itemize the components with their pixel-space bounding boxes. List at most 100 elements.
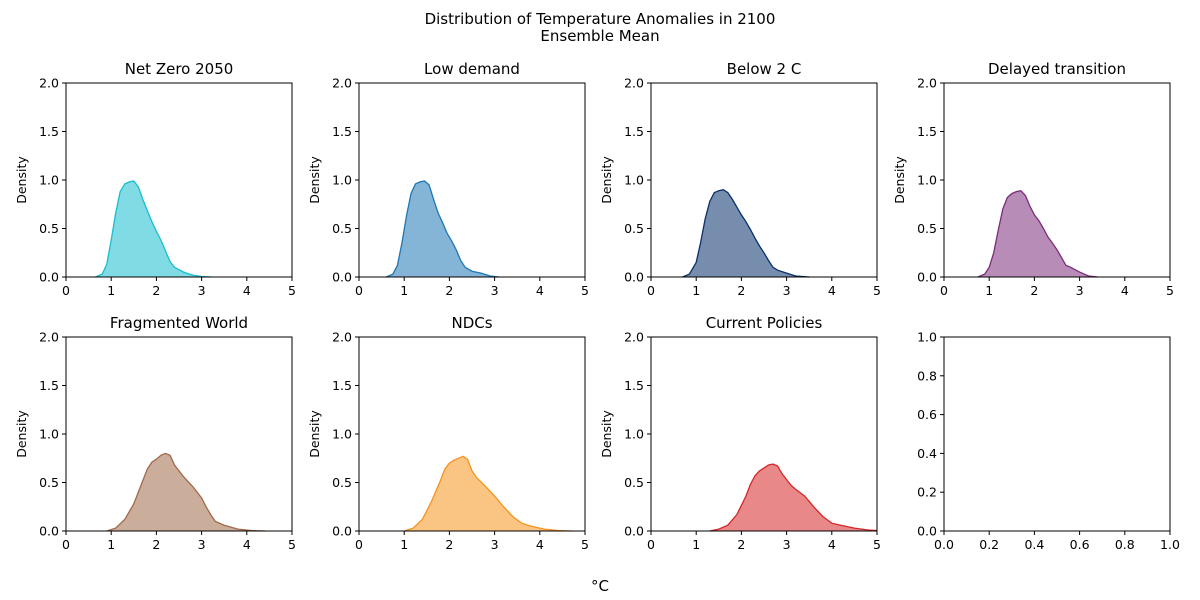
x-tick-label: 0 bbox=[647, 537, 655, 552]
density-area-1 bbox=[95, 181, 211, 277]
x-tick-label: 2 bbox=[737, 537, 745, 552]
y-tick-label: 2.0 bbox=[39, 330, 59, 345]
x-tick-label: 1 bbox=[400, 283, 408, 298]
y-tick-label: 1.0 bbox=[624, 427, 644, 442]
axes-title: Net Zero 2050 bbox=[125, 60, 234, 78]
x-tick-label: 0 bbox=[355, 283, 363, 298]
y-tick-label: 0.5 bbox=[39, 475, 59, 490]
density-area-3 bbox=[682, 189, 810, 277]
x-tick-label: 3 bbox=[1076, 283, 1084, 298]
axes-title: Current Policies bbox=[706, 314, 823, 332]
x-tick-label: 5 bbox=[288, 537, 296, 552]
x-tick-label: 1 bbox=[985, 283, 993, 298]
x-tick-label: 5 bbox=[1166, 283, 1174, 298]
x-tick-label: 2 bbox=[152, 537, 160, 552]
figure-xlabel: °C bbox=[591, 577, 609, 595]
y-tick-label: 1.0 bbox=[332, 173, 352, 188]
x-tick-label: 0 bbox=[62, 283, 70, 298]
y-tick-label: 1.5 bbox=[332, 124, 352, 139]
x-tick-label: 4 bbox=[243, 283, 251, 298]
y-tick-label: 0.0 bbox=[39, 270, 59, 285]
y-tick-label: 1.5 bbox=[39, 378, 59, 393]
y-tick-label: 2.0 bbox=[624, 330, 644, 345]
x-tick-label: 2 bbox=[445, 537, 453, 552]
x-tick-label: 1 bbox=[692, 283, 700, 298]
density-line-5 bbox=[106, 452, 265, 532]
y-tick-label: 1.0 bbox=[332, 427, 352, 442]
x-tick-label: 2 bbox=[1030, 283, 1038, 298]
x-tick-label: 5 bbox=[581, 283, 589, 298]
density-area-7 bbox=[709, 464, 877, 531]
y-tick-label: 2.0 bbox=[917, 76, 937, 91]
x-tick-label: 0.0 bbox=[934, 537, 954, 552]
x-tick-label: 2 bbox=[737, 283, 745, 298]
y-tick-label: 0.5 bbox=[624, 475, 644, 490]
density-line-4 bbox=[977, 189, 1098, 278]
x-tick-label: 3 bbox=[783, 283, 791, 298]
x-tick-label: 0.2 bbox=[979, 537, 999, 552]
y-tick-label: 1.0 bbox=[917, 173, 937, 188]
y-tick-label: 1.5 bbox=[39, 124, 59, 139]
y-tick-label: 2.0 bbox=[332, 76, 352, 91]
axes-frame-8 bbox=[943, 336, 1171, 532]
y-tick-label: 0.0 bbox=[917, 524, 937, 539]
y-tick-label: 0.0 bbox=[39, 524, 59, 539]
y-axis-label: Density bbox=[599, 156, 614, 204]
y-tick-label: 0.0 bbox=[917, 270, 937, 285]
figure-suptitle-line2: Ensemble Mean bbox=[540, 27, 659, 45]
density-area-6 bbox=[404, 456, 572, 531]
x-tick-label: 1 bbox=[692, 537, 700, 552]
density-line-3 bbox=[682, 189, 810, 278]
density-area-2 bbox=[386, 181, 500, 277]
y-axis-label: Density bbox=[307, 156, 322, 204]
density-line-2 bbox=[385, 180, 500, 278]
axes-title: Delayed transition bbox=[988, 60, 1126, 78]
y-tick-label: 0.5 bbox=[917, 221, 937, 236]
density-area-4 bbox=[977, 190, 1098, 277]
y-tick-label: 0.5 bbox=[332, 475, 352, 490]
axes-frame-1 bbox=[65, 82, 293, 278]
y-tick-label: 1.5 bbox=[917, 124, 937, 139]
y-tick-label: 2.0 bbox=[624, 76, 644, 91]
x-tick-label: 1 bbox=[107, 537, 115, 552]
x-tick-label: 4 bbox=[828, 537, 836, 552]
chart-panel-1: 0 1 2 3 4 5 0.0 0.5 1.0 1.5 2.0 Net Zero 2050 Densit… bbox=[14, 60, 296, 298]
y-tick-label: 0.0 bbox=[332, 270, 352, 285]
y-tick-label: 0.2 bbox=[917, 485, 937, 500]
chart-panel-7: 0 1 2 3 4 5 0.0 0.5 1.0 1.5 2.0 Current Policies Den… bbox=[599, 314, 881, 552]
axes-frame-2 bbox=[358, 82, 586, 278]
y-tick-label: 0.5 bbox=[39, 221, 59, 236]
y-tick-label: 0.8 bbox=[917, 368, 937, 383]
axes-title: Low demand bbox=[424, 60, 520, 78]
axes-title: Fragmented World bbox=[110, 314, 248, 332]
y-tick-label: 1.0 bbox=[39, 173, 59, 188]
x-tick-label: 2 bbox=[152, 283, 160, 298]
x-tick-label: 0 bbox=[62, 537, 70, 552]
x-tick-label: 0.4 bbox=[1024, 537, 1044, 552]
axes-title: NDCs bbox=[451, 314, 492, 332]
x-tick-label: 1 bbox=[400, 537, 408, 552]
y-axis-label: Density bbox=[307, 410, 322, 458]
x-tick-label: 3 bbox=[491, 537, 499, 552]
y-axis-label: Density bbox=[892, 156, 907, 204]
x-tick-label: 4 bbox=[1121, 283, 1129, 298]
y-tick-label: 1.5 bbox=[624, 378, 644, 393]
x-tick-label: 0 bbox=[647, 283, 655, 298]
chart-panel-5: 0 1 2 3 4 5 0.0 0.5 1.0 1.5 2.0 Fragmented World Den… bbox=[14, 314, 296, 552]
density-line-7 bbox=[709, 463, 878, 532]
x-tick-label: 3 bbox=[198, 537, 206, 552]
axes-frame-4 bbox=[943, 82, 1171, 278]
y-axis-label: Density bbox=[599, 410, 614, 458]
y-tick-label: 0.5 bbox=[332, 221, 352, 236]
y-tick-label: 1.0 bbox=[39, 427, 59, 442]
x-tick-label: 1 bbox=[107, 283, 115, 298]
x-tick-label: 5 bbox=[873, 537, 881, 552]
x-tick-label: 3 bbox=[198, 283, 206, 298]
x-tick-label: 3 bbox=[491, 283, 499, 298]
y-tick-label: 0.5 bbox=[624, 221, 644, 236]
y-tick-label: 0.0 bbox=[624, 524, 644, 539]
y-tick-label: 2.0 bbox=[332, 330, 352, 345]
y-tick-label: 0.4 bbox=[917, 446, 937, 461]
x-tick-label: 0 bbox=[940, 283, 948, 298]
chart-panel-2: 0 1 2 3 4 5 0.0 0.5 1.0 1.5 2.0 Low demand Density bbox=[307, 60, 589, 298]
